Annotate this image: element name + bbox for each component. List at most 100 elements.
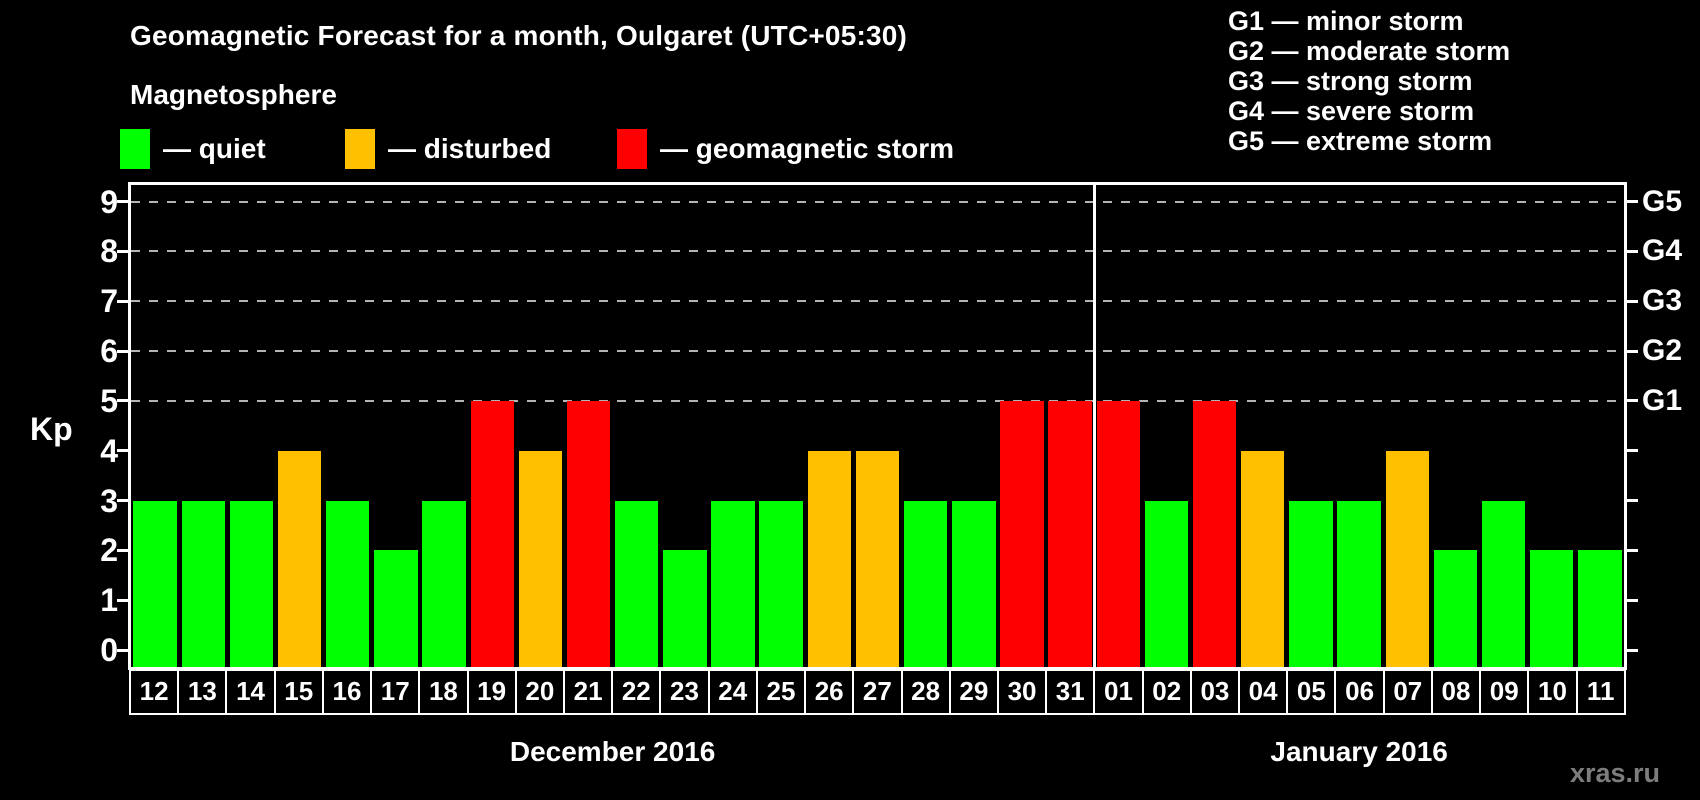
y-axis-tick-label-0: 0 (100, 632, 118, 668)
kp-bar-day-13 (181, 500, 225, 667)
kp-bar-day-10 (1530, 550, 1574, 667)
y-axis-tick-label-3: 3 (100, 482, 118, 519)
kp-bar-day-24 (711, 500, 755, 667)
day-label-13: 13 (177, 669, 228, 715)
kp-bar-day-23 (663, 550, 707, 667)
legend-label-disturbed: — disturbed (388, 133, 552, 164)
right-axis-tick-0 (1625, 648, 1638, 652)
kp-bar-day-15 (277, 450, 322, 667)
day-label-19: 19 (466, 669, 517, 715)
kp-bar-day-16 (326, 500, 370, 667)
day-label-16: 16 (321, 669, 373, 715)
kp-bar-day-02 (1144, 500, 1189, 667)
kp-bar-day-27 (855, 450, 900, 667)
right-axis-tick-2 (1625, 548, 1638, 552)
kp-bar-day-01 (1096, 400, 1140, 667)
day-label-21: 21 (562, 669, 614, 715)
kp-bar-day-26 (807, 450, 852, 667)
day-label-02: 02 (1141, 669, 1192, 715)
y-axis-tick-label-1: 1 (100, 582, 118, 619)
y-axis-tick-label-5: 5 (100, 382, 118, 419)
kp-bar-day-20 (518, 450, 563, 667)
kp-bar-day-08 (1433, 550, 1478, 667)
y-axis-tick-label-8: 8 (100, 233, 118, 270)
kp-bar-day-31 (1048, 400, 1092, 667)
day-label-22: 22 (611, 669, 662, 715)
left-axis-tick-8 (117, 249, 130, 253)
left-axis-tick-9 (117, 200, 130, 204)
day-label-20: 20 (514, 669, 565, 715)
right-axis-label-g5: G5 (1642, 184, 1683, 218)
right-axis-tick-1 (1625, 598, 1638, 602)
kp-bar-day-21 (566, 400, 611, 667)
day-label-10: 10 (1527, 669, 1578, 715)
watermark-xras: xras.ru (1569, 758, 1660, 788)
legend-entry-disturbed: — disturbed (345, 129, 551, 169)
day-label-11: 11 (1575, 669, 1626, 715)
legend-entry-quiet: — quiet (120, 129, 266, 169)
right-axis-tick-4 (1625, 449, 1638, 453)
kp-bar-day-11 (1578, 550, 1622, 667)
day-label-01: 01 (1093, 669, 1144, 715)
gridline-kp-5 (131, 399, 1624, 402)
left-axis-tick-4 (117, 449, 130, 453)
storm-color-swatch-icon (617, 129, 647, 169)
day-label-24: 24 (707, 669, 758, 715)
right-axis-tick-6 (1625, 349, 1638, 353)
left-axis-tick-0 (117, 648, 130, 652)
g-legend-item-g5: G5 — extreme storm (1228, 126, 1493, 156)
y-axis-tick-label-2: 2 (100, 532, 118, 569)
month-label-january: January 2016 (1270, 736, 1448, 767)
legend-label-quiet: — quiet (163, 133, 266, 164)
y-axis-tick-label-9: 9 (100, 183, 118, 220)
kp-bar-day-12 (133, 500, 177, 667)
plot-area (131, 185, 1624, 667)
y-axis-title: Kp (30, 411, 73, 447)
day-label-31: 31 (1045, 669, 1096, 715)
left-axis-tick-6 (117, 349, 130, 353)
day-label-28: 28 (900, 669, 951, 715)
kp-bar-day-28 (903, 500, 948, 667)
kp-bar-day-17 (374, 550, 418, 667)
day-label-12: 12 (129, 669, 180, 715)
g-scale-legend: G1 — minor storm G2 — moderate storm G3 … (1228, 6, 1510, 156)
day-label-09: 09 (1479, 669, 1530, 715)
day-label-25: 25 (755, 669, 807, 715)
kp-bar-day-30 (1000, 400, 1044, 667)
right-axis-tick-8 (1625, 249, 1638, 253)
g-legend-item-g3: G3 — strong storm (1228, 66, 1473, 96)
right-axis-label-g2: G2 (1642, 334, 1683, 368)
kp-bar-day-07 (1385, 450, 1429, 667)
left-axis-tick-3 (117, 499, 130, 502)
left-axis-tick-2 (117, 548, 130, 552)
day-label-03: 03 (1189, 669, 1241, 715)
gridline-kp-6 (131, 350, 1624, 353)
kp-bar-day-25 (759, 500, 803, 667)
gridline-kp-8 (131, 250, 1624, 253)
kp-bar-day-03 (1192, 400, 1237, 667)
plot-area-border (128, 182, 1627, 670)
quiet-color-swatch-icon (120, 129, 150, 169)
y-axis-tick-label-6: 6 (100, 333, 118, 370)
left-axis-tick-7 (117, 299, 130, 303)
month-label-december: December 2016 (509, 736, 716, 767)
x-axis-day-strip: 12 13 14 15 16 17 18 19 20 21 22 23 24 25 26 27 28 29 30 31… (129, 669, 1626, 715)
right-axis-tick-3 (1625, 499, 1638, 502)
day-label-06: 06 (1334, 669, 1385, 715)
right-axis-label-g1: G1 (1642, 383, 1683, 417)
left-axis-tick-1 (117, 598, 130, 602)
disturbed-color-swatch-icon (345, 129, 375, 169)
day-label-15: 15 (273, 669, 324, 715)
gridline-kp-7 (131, 300, 1624, 303)
kp-bar-day-05 (1289, 500, 1333, 667)
kp-bar-day-09 (1481, 500, 1526, 667)
day-label-05: 05 (1286, 669, 1337, 715)
y-axis-tick-label-4: 4 (100, 432, 118, 469)
gridline-kp-9 (131, 200, 1624, 203)
day-label-30: 30 (996, 669, 1048, 715)
day-label-08: 08 (1430, 669, 1482, 715)
day-label-29: 29 (948, 669, 999, 715)
day-label-26: 26 (804, 669, 855, 715)
g-legend-item-g2: G2 — moderate storm (1228, 36, 1511, 66)
